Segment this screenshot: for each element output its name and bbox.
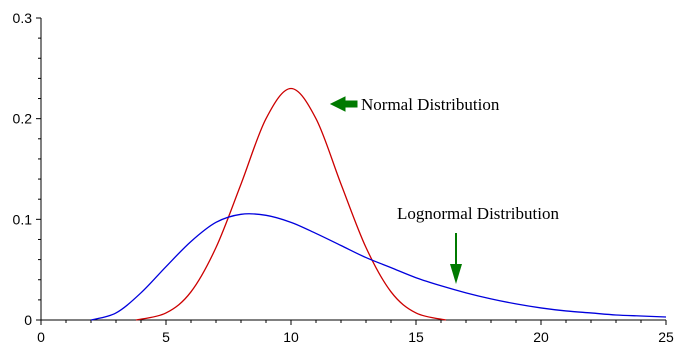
x-tick-label: 5 xyxy=(162,329,170,345)
normal-annotation-arrow xyxy=(329,96,358,112)
x-tick-label: 15 xyxy=(408,329,424,345)
x-tick-label: 0 xyxy=(37,329,45,345)
y-tick-label: 0.2 xyxy=(13,111,33,127)
x-tick-label: 10 xyxy=(283,329,299,345)
axes xyxy=(40,18,666,321)
lognormal-annotation-arrow-head xyxy=(450,264,462,284)
normal-annotation-label: Normal Distribution xyxy=(361,95,500,114)
y-tick-label: 0.3 xyxy=(13,10,33,26)
normal-distribution-curve xyxy=(135,87,447,321)
y-tick-label: 0 xyxy=(24,312,32,328)
lognormal-distribution-curve xyxy=(90,213,667,321)
series-group xyxy=(90,87,667,321)
lognormal-annotation-label: Lognormal Distribution xyxy=(397,204,559,223)
annotations: Normal Distribution Lognormal Distributi… xyxy=(329,95,559,284)
x-tick-label: 25 xyxy=(658,329,674,345)
y-tick-label: 0.1 xyxy=(13,211,33,227)
x-tick-label: 20 xyxy=(533,329,549,345)
ticks: 0 5 10 15 20 25 0 0.1 0.2 0.3 xyxy=(13,10,674,345)
